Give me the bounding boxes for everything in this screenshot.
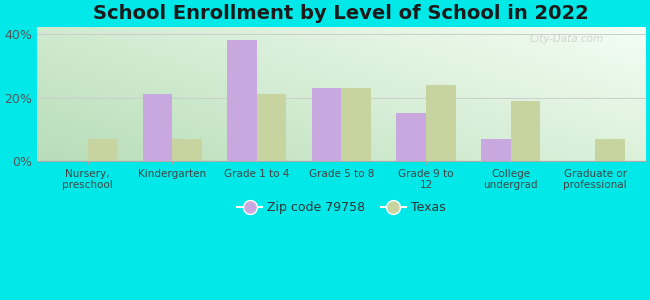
Bar: [396, 113, 426, 161]
Bar: [257, 94, 287, 161]
Bar: [481, 139, 510, 161]
Bar: [172, 139, 202, 161]
Bar: [142, 94, 172, 161]
Bar: [510, 101, 540, 161]
Bar: [426, 85, 456, 161]
Bar: [595, 139, 625, 161]
Bar: [312, 88, 341, 161]
Bar: [88, 139, 117, 161]
Title: School Enrollment by Level of School in 2022: School Enrollment by Level of School in …: [94, 4, 590, 23]
Bar: [227, 40, 257, 161]
Legend: Zip code 79758, Texas: Zip code 79758, Texas: [233, 196, 450, 219]
Bar: [341, 88, 371, 161]
Text: City-Data.com: City-Data.com: [530, 34, 604, 44]
